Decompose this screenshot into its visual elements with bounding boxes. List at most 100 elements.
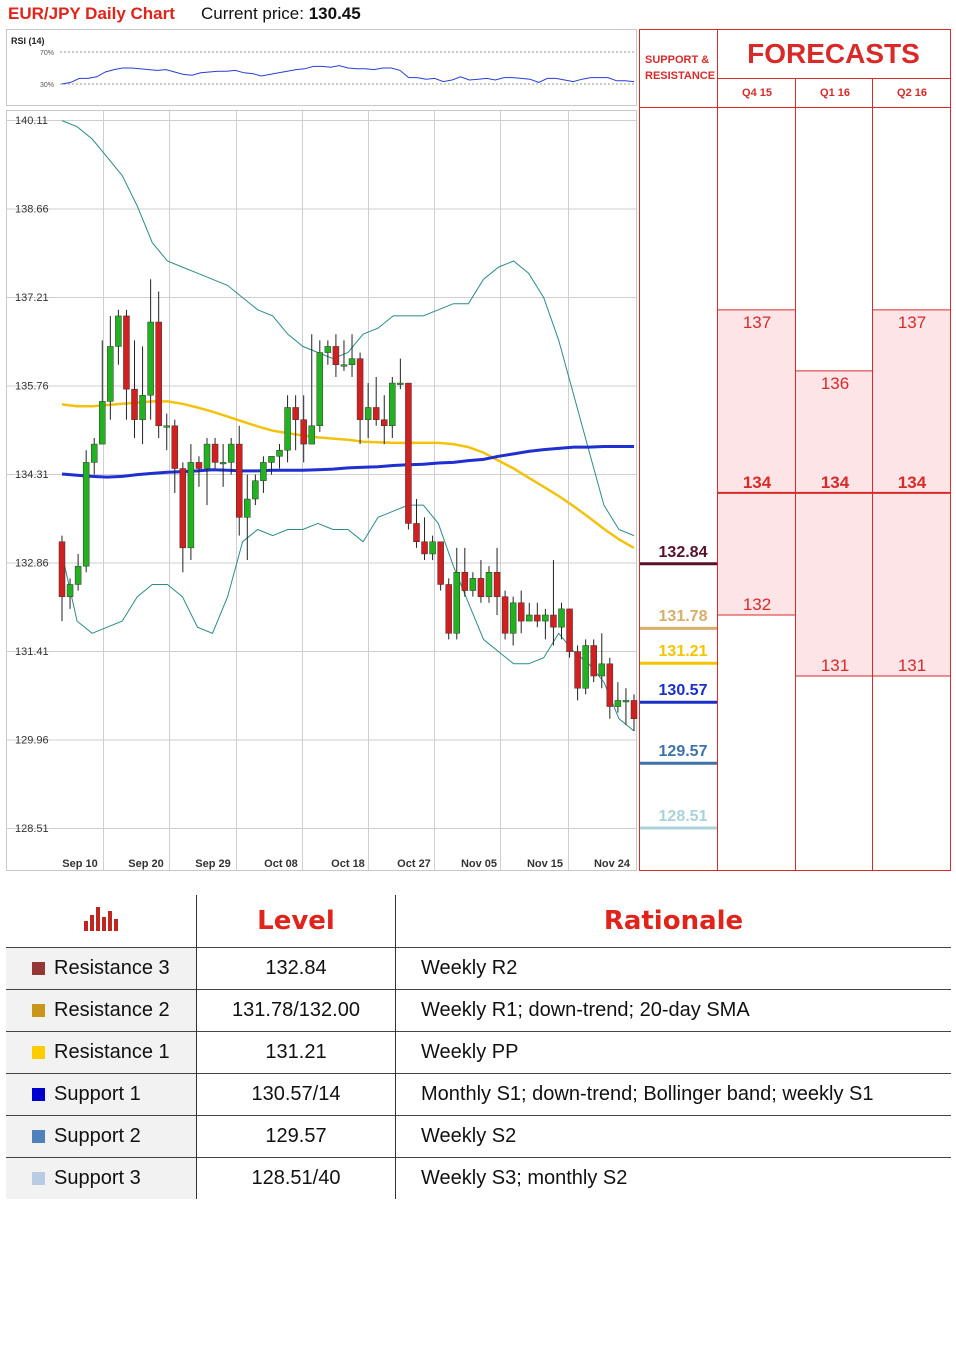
- candle: [501, 590, 509, 640]
- x-tick-label: Oct 27: [397, 858, 431, 870]
- candle-body: [566, 608, 573, 652]
- rsi-frame: [6, 29, 637, 106]
- candle-body: [131, 388, 138, 420]
- forecast-range: [796, 370, 873, 677]
- candle-body: [252, 480, 259, 500]
- candle-body: [284, 407, 291, 451]
- quarter-q2-16: Q2 16: [897, 86, 927, 99]
- candle: [324, 340, 332, 365]
- x-tick-label: Nov 24: [594, 858, 631, 870]
- candle: [437, 541, 444, 591]
- candle-body: [598, 663, 606, 677]
- candle: [332, 334, 340, 377]
- candle: [598, 633, 606, 689]
- x-tick-label: Sep 29: [195, 858, 230, 870]
- levels-table: Level Rationale Resistance 3 132.84 Week…: [6, 895, 951, 1199]
- candle-body: [397, 382, 404, 385]
- candle-body: [526, 614, 533, 622]
- candle: [300, 395, 307, 463]
- forecast-mid-value: 134: [897, 472, 927, 492]
- color-swatch: [32, 1172, 45, 1185]
- candle-body: [123, 315, 130, 390]
- candle-body: [614, 700, 622, 707]
- candle-body: [332, 346, 340, 365]
- candle-body: [340, 364, 348, 367]
- table-icon-cell: [6, 895, 197, 948]
- table-row: Resistance 2 131.78/132.00 Weekly R1; do…: [6, 989, 951, 1032]
- color-swatch: [32, 1046, 45, 1059]
- candle: [405, 382, 412, 530]
- candle-body: [372, 407, 380, 420]
- candle: [340, 340, 348, 371]
- color-swatch: [32, 1004, 45, 1017]
- candle-body: [195, 462, 203, 469]
- candle: [534, 602, 541, 628]
- table-row: Support 3 128.51/40 Weekly S3; monthly S…: [6, 1157, 951, 1199]
- forecast-low-value: 132: [742, 594, 772, 614]
- candle-body: [107, 346, 114, 402]
- candle: [372, 376, 380, 426]
- forecast-high-value: 137: [742, 312, 772, 332]
- candle: [574, 645, 581, 701]
- candle: [526, 602, 533, 622]
- candle: [381, 395, 388, 445]
- forecast-grid: [717, 29, 951, 871]
- candle: [147, 279, 154, 420]
- candle: [348, 334, 356, 377]
- candle-body: [268, 456, 275, 463]
- price-panel: 140.11 138.66 137.21 135.76 134.31 132.86 131.…: [6, 110, 638, 871]
- y-tick-label: 137.21: [15, 292, 49, 304]
- candle: [429, 535, 436, 561]
- candle-body: [509, 602, 517, 634]
- candle-body: [389, 382, 396, 427]
- candle: [517, 590, 525, 634]
- candle-body: [517, 602, 525, 622]
- candle-body: [276, 449, 283, 457]
- y-tick-label: 134.31: [15, 469, 49, 481]
- candle-body: [203, 443, 211, 469]
- bar-chart-icon: [84, 906, 118, 931]
- sr-level-label: 129.57: [658, 743, 708, 761]
- rsi-30-label: 30%: [40, 82, 54, 89]
- candle-body: [139, 395, 146, 420]
- candle: [389, 376, 396, 438]
- chart-title: EUR/JPY Daily Chart: [8, 4, 175, 23]
- level-name: Support 2: [54, 1125, 141, 1147]
- x-tick-label: Nov 05: [461, 858, 497, 870]
- level-rationale: Monthly S1; down-trend; Bollinger band; …: [395, 1073, 951, 1116]
- current-price: Current price: 130.45: [201, 4, 361, 24]
- candle-body: [622, 700, 630, 703]
- forecast-mid-value: 134: [742, 472, 772, 492]
- candle: [163, 413, 170, 451]
- candle: [316, 340, 324, 432]
- table-row: Support 2 129.57 Weekly S2: [6, 1115, 951, 1158]
- candle-body: [99, 401, 106, 445]
- candle: [485, 566, 493, 603]
- quarter-q1-16: Q1 16: [820, 86, 850, 99]
- rsi-panel: RSI (14) 70% 30%: [6, 29, 637, 106]
- level-name: Resistance 3: [54, 957, 170, 979]
- candle: [493, 547, 501, 615]
- candle-body: [300, 419, 307, 445]
- level-rationale: Weekly S3; monthly S2: [395, 1157, 951, 1199]
- forecast-low-value: 131: [820, 656, 850, 676]
- candle-body: [58, 541, 66, 597]
- candle-body: [606, 663, 614, 707]
- candle: [90, 437, 98, 475]
- candle-body: [534, 614, 541, 622]
- candle: [139, 346, 146, 445]
- candle: [558, 602, 565, 640]
- sr-header: SUPPORT & RESISTANCE: [645, 54, 716, 82]
- sr-level-label: 128.51: [658, 808, 708, 825]
- bollinger-upper-line: [61, 120, 635, 537]
- candle: [622, 688, 630, 725]
- candle-body: [542, 614, 549, 622]
- level-value: 131.78/132.00: [196, 989, 396, 1032]
- candle: [590, 639, 597, 683]
- candle-body: [66, 584, 74, 597]
- candle-body: [316, 352, 324, 427]
- table-row: Support 1 130.57/14 Monthly S1; down-tre…: [6, 1073, 951, 1116]
- candle-body: [308, 425, 315, 445]
- candle-body: [227, 443, 235, 463]
- candle: [284, 395, 291, 463]
